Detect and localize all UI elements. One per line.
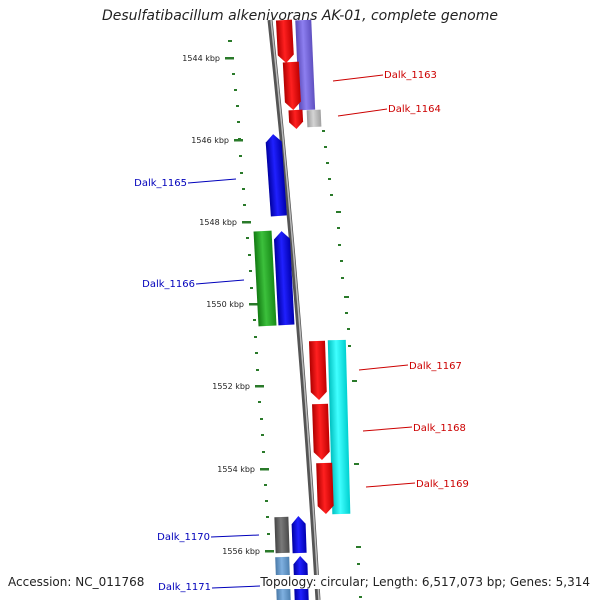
gene-arrow-dalk-1169 [316, 462, 334, 514]
gene-label[interactable]: Dalk_1166 [142, 279, 195, 290]
ruler-tick-label: 1552 kbp [212, 382, 250, 391]
gene-arrow-dalk-1166 [273, 231, 295, 326]
genome-backbone [267, 19, 321, 600]
gene-label[interactable]: Dalk_1165 [134, 178, 187, 189]
gene-feature-darkgray [274, 516, 290, 554]
accession-text: Accession: NC_011768 [8, 575, 145, 589]
gene-feature-purple [295, 19, 316, 111]
gene-arrow-dalk-1163 [282, 61, 301, 110]
gene-label[interactable]: Dalk_1169 [416, 479, 469, 490]
gene-label[interactable]: Dalk_1167 [409, 361, 462, 372]
gene-label[interactable]: Dalk_1164 [388, 104, 441, 115]
gene-feature-cyan [327, 339, 351, 515]
genome-title: Desulfatibacillum alkenivorans AK-01, co… [101, 8, 499, 24]
ruler-dots-right [322, 130, 362, 598]
gene-label[interactable]: Dalk_1170 [157, 532, 210, 543]
gene-arrow-dalk-1168 [312, 403, 330, 460]
gene-arrow-dalk-1167 [308, 340, 327, 400]
reverse-strand-features [253, 134, 309, 600]
ruler-tick-label: 1544 kbp [182, 54, 220, 63]
gene-feature-gray [306, 109, 322, 128]
gene-arrow-dalk-1170 [291, 516, 307, 554]
label-leader-lines [187, 74, 416, 589]
forward-strand-features [275, 19, 351, 515]
topology-text: Topology: circular; Length: 6,517,073 bp… [260, 575, 590, 589]
ruler-tick-label: 1550 kbp [206, 300, 244, 309]
ruler-tick-label: 1546 kbp [191, 136, 229, 145]
gene-feature-green [253, 230, 277, 327]
ruler-ticks: 1544 kbp 1546 kbp 1548 kbp 1550 kbp 1552… [182, 54, 274, 556]
gene-label[interactable]: Dalk_1171 [158, 582, 211, 593]
ruler-tick-label: 1556 kbp [222, 547, 260, 556]
gene-labels: Dalk_1163 Dalk_1164 Dalk_1165 Dalk_1166 … [134, 70, 469, 593]
gene-label[interactable]: Dalk_1168 [413, 423, 466, 434]
gene-arrow-dalk-1164 [288, 109, 304, 129]
gene-arrow-dalk-1165 [265, 134, 287, 217]
gene-feature-red [275, 19, 294, 63]
ruler-tick-label: 1548 kbp [199, 218, 237, 227]
gene-label[interactable]: Dalk_1163 [384, 70, 437, 81]
ruler-tick-label: 1554 kbp [217, 465, 255, 474]
